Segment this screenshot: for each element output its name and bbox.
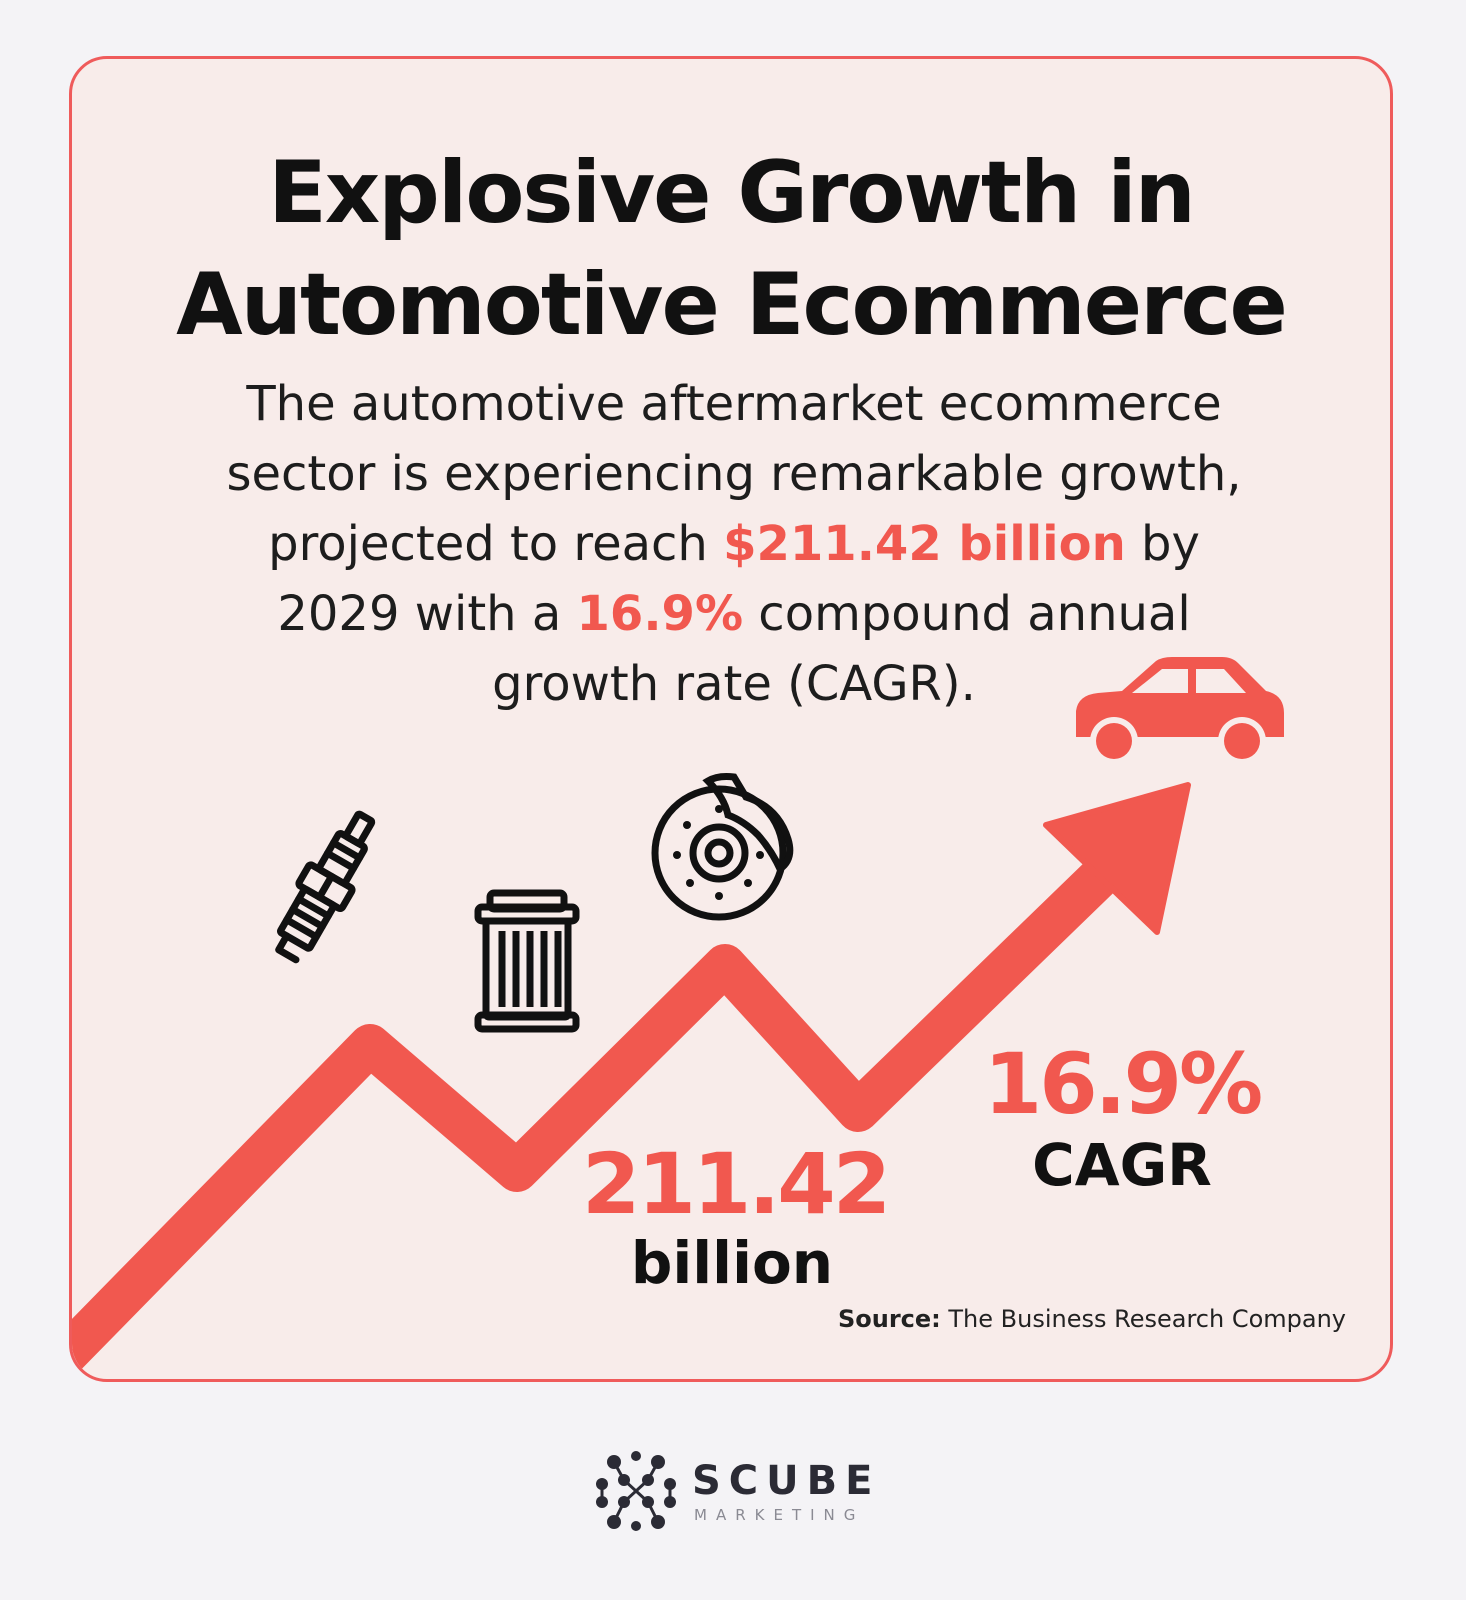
brand-tagline: MARKETING — [694, 1506, 865, 1524]
title-line-2: Automotive Ecommerce — [176, 255, 1288, 355]
cagr-label: CAGR — [1032, 1131, 1212, 1199]
intro-text-3: compound annual growth rate (CAGR). — [492, 586, 1191, 712]
growth-rate-highlight: 16.9% — [576, 586, 744, 642]
title-line-1: Explosive Growth in — [268, 143, 1196, 243]
brand-name: SCUBE — [692, 1458, 881, 1504]
intro-text-2: by 2029 with a — [277, 516, 1200, 642]
source-name: The Business Research Company — [940, 1305, 1346, 1333]
page-title: Explosive Growth in Automotive Ecommerce — [72, 137, 1390, 361]
intro-text-1: The automotive aftermarket ecommerce sec… — [226, 376, 1242, 572]
brand-logo: SCUBE MARKETING — [594, 1450, 884, 1532]
source-credit: Source: The Business Research Company — [838, 1305, 1346, 1333]
air-filter-icon — [474, 889, 580, 1033]
infographic-card: Explosive Growth in Automotive Ecommerce… — [69, 56, 1393, 1382]
logo-mark-icon — [596, 1451, 676, 1531]
car-icon — [1076, 657, 1284, 765]
cagr-stat: 16.9% — [983, 1035, 1263, 1133]
market-value-stat: 211.42 — [582, 1135, 891, 1233]
intro-paragraph: The automotive aftermarket ecommerce sec… — [222, 369, 1246, 719]
market-value-highlight: $211.42 billion — [723, 516, 1126, 572]
source-label: Source: — [837, 1305, 941, 1333]
brake-disc-icon — [651, 773, 794, 921]
growth-arrow-icon — [72, 782, 1191, 1374]
spark-plug-icon — [275, 810, 376, 964]
market-value-unit: billion — [630, 1229, 834, 1297]
